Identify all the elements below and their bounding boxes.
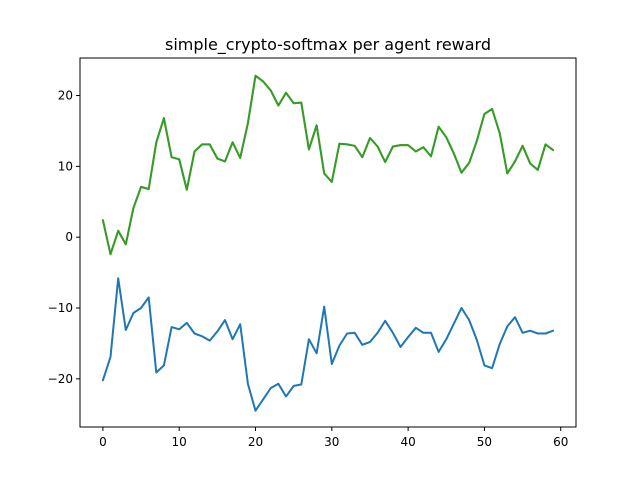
x-tick-label: 10 [172,435,187,449]
axes-frame [79,57,577,428]
y-tick-label: 10 [58,159,73,173]
y-tick-label: −10 [48,301,73,315]
x-tick-label: 20 [248,435,263,449]
x-tick-label: 60 [553,435,568,449]
series-line-1 [101,277,555,412]
x-tick-label: 30 [324,435,339,449]
y-tick-label: −20 [48,372,73,386]
series-layer [101,74,555,412]
x-tick-label: 40 [400,435,415,449]
y-tick-label: 20 [58,89,73,103]
chart-title: simple_crypto-softmax per agent reward [165,35,491,55]
ticks-layer: 0 10 20 30 40 50 60 −20 −10 0 10 20 [48,89,569,449]
x-tick-label: 50 [477,435,492,449]
x-tick-label: 0 [99,435,107,449]
series-line-3 [101,74,555,256]
y-tick-label: 0 [65,230,73,244]
